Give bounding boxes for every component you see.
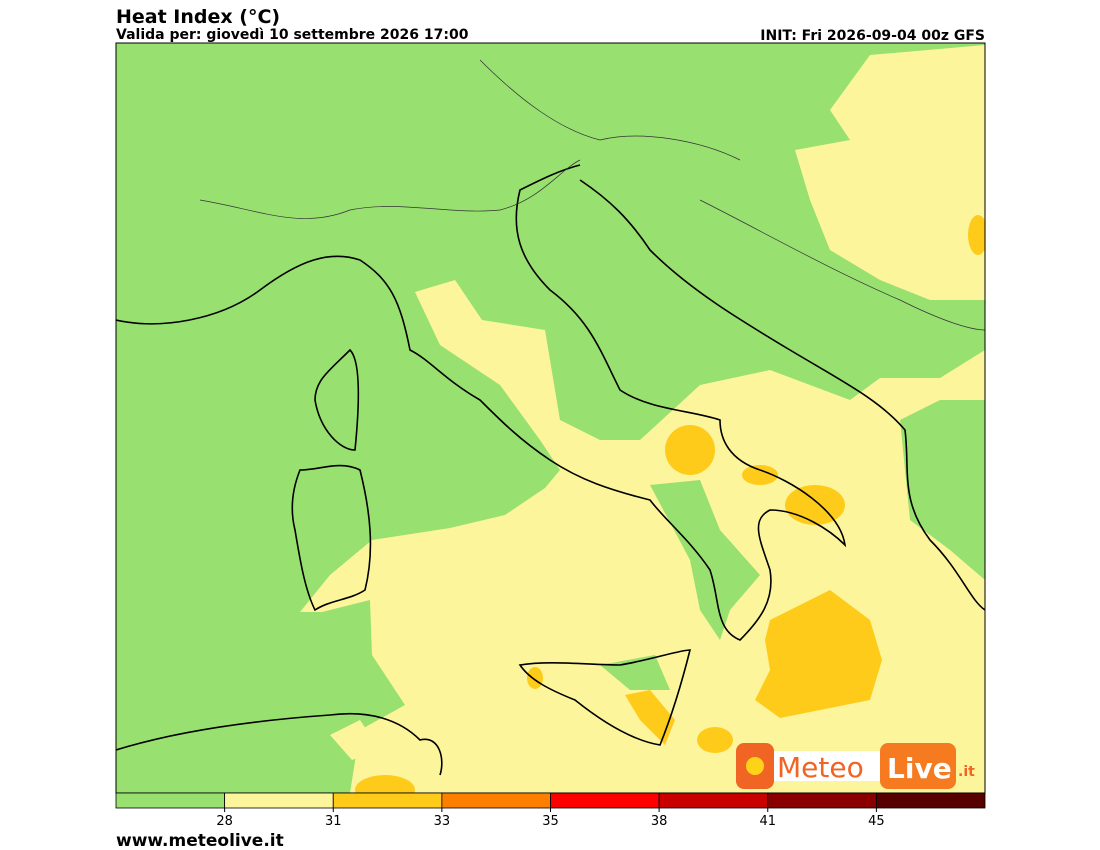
cool-zone: [650, 480, 760, 640]
border: [199, 59, 985, 331]
heat-zone: [795, 45, 985, 300]
colorbar-segment: [332, 792, 443, 809]
website: www.meteolive.it: [116, 831, 284, 850]
coastline-sicily: [518, 649, 692, 746]
logo-band: [774, 751, 884, 781]
coastline-corsica: [314, 348, 360, 451]
colorbar-segment: [550, 792, 660, 809]
colorbar-tick-label: 41: [759, 814, 776, 829]
hot-zone: [785, 485, 845, 525]
subtitle: Valida per: giovedì 10 settembre 2026 17…: [116, 27, 469, 43]
hot-zone: [742, 465, 778, 485]
colorbar-segment: [115, 792, 226, 809]
logo-live: Live: [887, 752, 952, 785]
colorbar-segment: [224, 792, 334, 809]
hot-zone: [665, 425, 715, 475]
colorbar-segment: [875, 792, 986, 809]
colorbar-tick-label: 38: [651, 814, 668, 829]
colorbar-tick-label: 31: [325, 814, 342, 829]
hot-zone: [527, 667, 543, 689]
cool-zone: [900, 400, 985, 580]
colorbar-tick-label: 35: [542, 814, 559, 829]
coastline-africa: [116, 712, 443, 776]
map: [115, 42, 986, 794]
colorbar-tick-label: 28: [216, 814, 233, 829]
hot-zone: [697, 727, 733, 753]
init-label: INIT: Fri 2026-09-04 00z GFS: [760, 28, 985, 44]
coastline: [116, 164, 847, 641]
logo-sun: [746, 757, 764, 775]
hot-zone: [755, 590, 882, 718]
colorbar: 28 31 33 35 38 41 45: [115, 792, 986, 829]
colorbar-tick-label: 45: [868, 814, 885, 829]
logo: Meteo Live .it: [736, 743, 975, 789]
hot-zone: [968, 215, 985, 255]
hot-zone: [355, 775, 415, 793]
colorbar-segment: [441, 792, 551, 809]
hot-zone: [625, 690, 675, 745]
heat-zone: [330, 720, 380, 760]
logo-suffix: .it: [958, 764, 975, 780]
coastline-balkans: [579, 179, 985, 611]
colorbar-segment: [658, 792, 769, 809]
colorbar-tick-label: 33: [434, 814, 451, 829]
logo-meteo: Meteo: [777, 751, 864, 784]
coastline-sardinia: [291, 464, 372, 612]
cool-zone: [600, 655, 670, 690]
logo-live-box: [880, 743, 956, 789]
colorbar-segment: [767, 792, 877, 809]
title: Heat Index (°C): [116, 6, 280, 28]
